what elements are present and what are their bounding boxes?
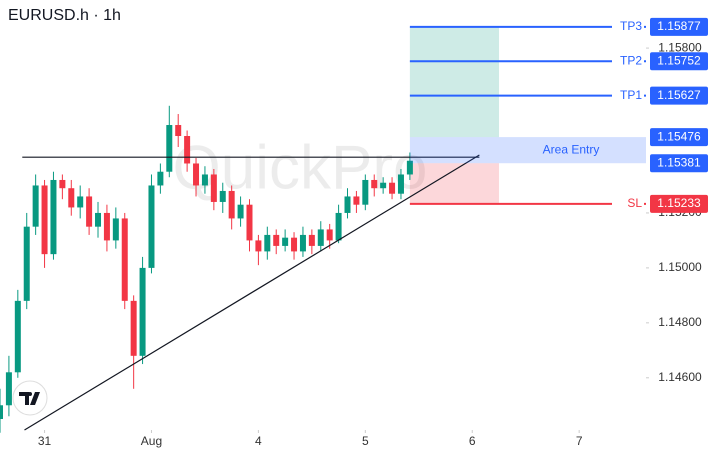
- candle-body: [193, 163, 200, 186]
- chart-title: EURUSD.h · 1h: [8, 7, 121, 24]
- candle-body: [5, 372, 12, 406]
- target-zone: [409, 26, 499, 138]
- candle-body: [157, 171, 164, 186]
- candle-body: [326, 229, 333, 241]
- level-price-label: 1.15877: [657, 19, 701, 33]
- candle-body: [95, 212, 102, 227]
- x-tick-label: 31: [38, 434, 52, 448]
- candle-body: [50, 179, 57, 255]
- candle-body: [291, 237, 298, 252]
- candle-body: [273, 234, 280, 246]
- candle-body: [68, 188, 75, 208]
- candle-body: [32, 185, 39, 227]
- candle-body: [380, 182, 387, 189]
- candle-body: [184, 136, 191, 164]
- x-tick-label: 6: [469, 434, 476, 448]
- level-price-box: [650, 17, 708, 36]
- candle-body: [23, 226, 30, 301]
- y-tick-label: 1.14600: [658, 370, 702, 384]
- candle-body: [308, 234, 315, 246]
- candle-body: [335, 212, 342, 241]
- entry-band: [409, 137, 646, 164]
- trend-line: [24, 154, 480, 431]
- x-tick-label: 4: [255, 434, 262, 448]
- candle-body: [0, 405, 3, 420]
- entry-price-box: [650, 128, 708, 147]
- candle-body: [228, 190, 235, 219]
- candle-body: [112, 218, 119, 241]
- level-name-bg: [612, 87, 644, 104]
- level-price-box: [650, 52, 708, 71]
- level-price-box: [650, 194, 708, 213]
- level-name-bg: [612, 195, 644, 212]
- candle-body: [299, 234, 306, 252]
- stop-zone: [409, 163, 499, 204]
- candle-body: [317, 229, 324, 246]
- level-name: TP3: [620, 19, 642, 33]
- candle-body: [139, 267, 146, 356]
- level-name: TP1: [620, 88, 642, 102]
- candle-body: [210, 174, 217, 202]
- candle-body: [166, 125, 173, 172]
- level-price-box: [650, 86, 708, 105]
- y-tick-label: 1.15800: [658, 40, 702, 54]
- level-name: TP2: [620, 53, 642, 67]
- y-tick-label: 1.14800: [658, 315, 702, 329]
- tv-logo: [12, 380, 48, 416]
- candle-body: [371, 179, 378, 189]
- candle-body: [77, 196, 84, 208]
- candle-body: [201, 174, 208, 186]
- x-tick-label: 7: [576, 434, 583, 448]
- candle-body: [41, 185, 48, 255]
- candle-body: [175, 125, 182, 137]
- level-name-bg: [612, 53, 644, 70]
- entry-label: Area Entry: [543, 142, 600, 156]
- level-price-label: 1.15627: [657, 88, 701, 102]
- entry-price-label: 1.15381: [657, 155, 701, 169]
- candle-body: [86, 196, 93, 227]
- candle-body: [14, 300, 21, 373]
- candle-body: [264, 234, 271, 252]
- candle-body: [219, 190, 226, 202]
- level-price-label: 1.15752: [657, 53, 701, 67]
- candle-body: [353, 196, 360, 205]
- candle-body: [362, 179, 369, 205]
- entry-price-box: [650, 154, 708, 173]
- candle-body: [130, 300, 137, 356]
- candle-body: [246, 204, 253, 241]
- y-tick-label: 1.15000: [658, 260, 702, 274]
- candle-body: [282, 237, 289, 246]
- candle-body: [148, 185, 155, 268]
- candle-body: [344, 196, 351, 213]
- candle-body: [389, 182, 396, 194]
- candle-body: [103, 212, 110, 241]
- entry-price-label: 1.15476: [657, 129, 701, 143]
- level-price-label: 1.15233: [657, 196, 701, 210]
- candle-body: [59, 179, 66, 189]
- level-name-bg: [612, 18, 644, 35]
- candle-body: [397, 174, 404, 194]
- x-tick-label: 5: [362, 434, 369, 448]
- candle-body: [121, 218, 128, 301]
- level-name: SL: [627, 196, 642, 210]
- x-tick-label: Aug: [141, 434, 162, 448]
- candle-body: [237, 204, 244, 219]
- candle-body: [255, 240, 262, 252]
- candle-body: [406, 160, 413, 175]
- plot: QuickPro1.146001.148001.150001.152001.15…: [0, 17, 708, 448]
